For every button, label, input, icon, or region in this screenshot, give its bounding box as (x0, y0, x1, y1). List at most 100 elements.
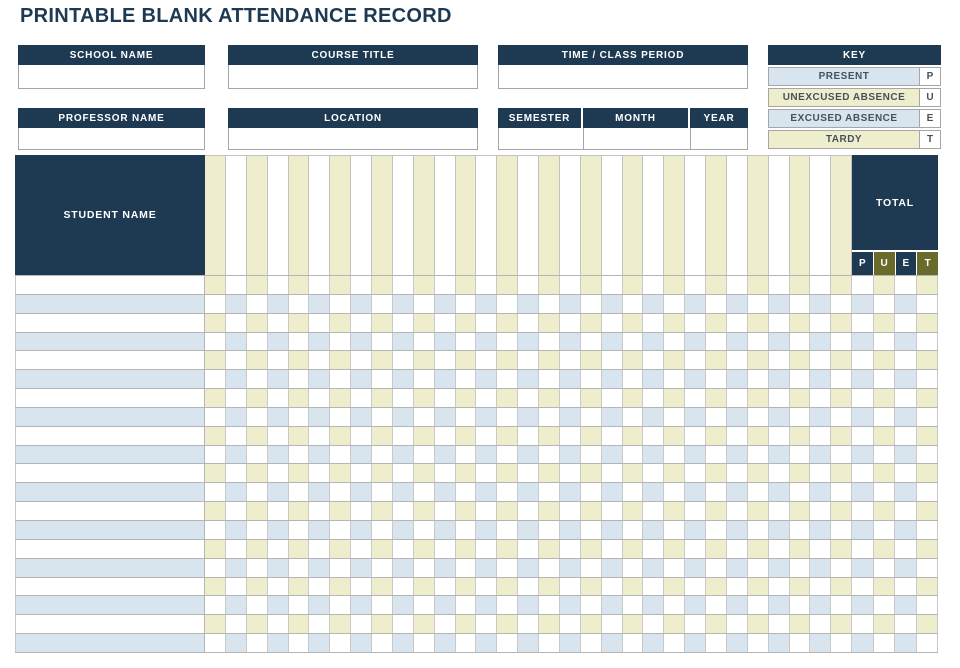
attendance-cell[interactable] (518, 426, 539, 445)
attendance-cell[interactable] (392, 634, 414, 652)
student-name-cell[interactable] (15, 464, 205, 483)
attendance-cell[interactable] (789, 389, 811, 407)
attendance-cell[interactable] (225, 483, 247, 502)
attendance-cell[interactable] (351, 313, 372, 332)
attendance-cell[interactable] (789, 351, 811, 370)
attendance-cell[interactable] (831, 558, 853, 577)
attendance-cell[interactable] (413, 426, 435, 445)
total-cell-p[interactable] (852, 596, 874, 615)
attendance-cell[interactable] (810, 539, 832, 558)
student-name-cell[interactable] (15, 351, 205, 370)
attendance-cell[interactable] (351, 445, 372, 464)
attendance-cell[interactable] (789, 483, 811, 502)
student-name-cell[interactable] (15, 520, 205, 539)
attendance-cell[interactable] (789, 276, 811, 294)
attendance-cell[interactable] (330, 407, 352, 426)
attendance-cell[interactable] (768, 483, 790, 502)
student-name-cell[interactable] (15, 332, 205, 351)
attendance-cell[interactable] (434, 407, 456, 426)
attendance-cell[interactable] (768, 426, 790, 445)
attendance-cell[interactable] (601, 276, 623, 294)
attendance-cell[interactable] (601, 539, 623, 558)
attendance-cell[interactable] (789, 464, 811, 483)
attendance-cell[interactable] (476, 634, 498, 652)
attendance-cell[interactable] (539, 332, 560, 351)
attendance-cell[interactable] (455, 539, 477, 558)
attendance-cell[interactable] (392, 615, 414, 634)
attendance-cell[interactable] (267, 294, 289, 313)
attendance-cell[interactable] (205, 294, 226, 313)
attendance-cell[interactable] (747, 483, 769, 502)
total-cell-p[interactable] (852, 389, 874, 407)
attendance-cell[interactable] (372, 370, 393, 389)
attendance-cell[interactable] (768, 539, 790, 558)
date-column-header[interactable] (768, 156, 790, 275)
attendance-cell[interactable] (455, 426, 477, 445)
attendance-cell[interactable] (330, 276, 352, 294)
attendance-cell[interactable] (455, 445, 477, 464)
attendance-cell[interactable] (372, 313, 393, 332)
attendance-cell[interactable] (643, 558, 665, 577)
attendance-cell[interactable] (476, 520, 498, 539)
total-cell-p[interactable] (852, 313, 874, 332)
student-name-cell[interactable] (15, 558, 205, 577)
attendance-cell[interactable] (789, 313, 811, 332)
attendance-cell[interactable] (497, 370, 519, 389)
attendance-cell[interactable] (288, 520, 310, 539)
total-cell-p[interactable] (852, 615, 874, 634)
attendance-cell[interactable] (747, 577, 769, 596)
attendance-cell[interactable] (580, 615, 602, 634)
date-column-header[interactable] (539, 156, 560, 275)
total-cell-p[interactable] (852, 407, 874, 426)
attendance-cell[interactable] (225, 426, 247, 445)
attendance-cell[interactable] (559, 426, 581, 445)
attendance-cell[interactable] (601, 596, 623, 615)
attendance-cell[interactable] (559, 577, 581, 596)
attendance-cell[interactable] (539, 483, 560, 502)
attendance-cell[interactable] (685, 313, 706, 332)
attendance-cell[interactable] (810, 370, 832, 389)
attendance-cell[interactable] (810, 313, 832, 332)
date-column-header[interactable] (831, 156, 853, 275)
date-column-header[interactable] (351, 156, 372, 275)
attendance-cell[interactable] (413, 370, 435, 389)
attendance-cell[interactable] (539, 426, 560, 445)
attendance-cell[interactable] (768, 445, 790, 464)
attendance-cell[interactable] (706, 426, 727, 445)
total-cell-e[interactable] (895, 464, 917, 483)
attendance-cell[interactable] (372, 389, 393, 407)
date-column-header[interactable] (789, 156, 811, 275)
attendance-cell[interactable] (309, 464, 331, 483)
attendance-cell[interactable] (539, 502, 560, 520)
attendance-cell[interactable] (706, 634, 727, 652)
attendance-cell[interactable] (664, 464, 686, 483)
attendance-cell[interactable] (685, 539, 706, 558)
attendance-cell[interactable] (330, 596, 352, 615)
attendance-cell[interactable] (246, 615, 268, 634)
attendance-cell[interactable] (768, 520, 790, 539)
attendance-cell[interactable] (580, 389, 602, 407)
attendance-cell[interactable] (288, 445, 310, 464)
attendance-cell[interactable] (601, 426, 623, 445)
attendance-cell[interactable] (664, 426, 686, 445)
attendance-cell[interactable] (413, 483, 435, 502)
attendance-cell[interactable] (747, 596, 769, 615)
attendance-cell[interactable] (518, 558, 539, 577)
attendance-cell[interactable] (205, 634, 226, 652)
attendance-cell[interactable] (330, 520, 352, 539)
attendance-cell[interactable] (726, 464, 748, 483)
attendance-cell[interactable] (392, 294, 414, 313)
attendance-cell[interactable] (455, 596, 477, 615)
attendance-cell[interactable] (622, 483, 644, 502)
attendance-cell[interactable] (726, 389, 748, 407)
attendance-cell[interactable] (372, 464, 393, 483)
attendance-cell[interactable] (518, 445, 539, 464)
attendance-cell[interactable] (664, 520, 686, 539)
attendance-cell[interactable] (664, 332, 686, 351)
attendance-cell[interactable] (476, 464, 498, 483)
attendance-cell[interactable] (246, 464, 268, 483)
date-column-header[interactable] (455, 156, 477, 275)
attendance-cell[interactable] (747, 313, 769, 332)
attendance-cell[interactable] (288, 634, 310, 652)
attendance-cell[interactable] (476, 577, 498, 596)
